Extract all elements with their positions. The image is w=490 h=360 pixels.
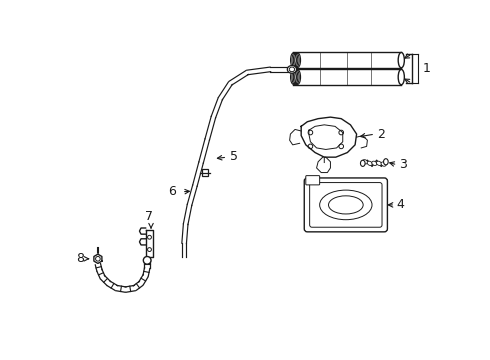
Text: 3: 3: [399, 158, 407, 171]
Ellipse shape: [384, 159, 388, 165]
Text: 2: 2: [377, 127, 385, 140]
Circle shape: [143, 256, 151, 264]
Text: 8: 8: [76, 252, 84, 265]
Ellipse shape: [361, 160, 365, 166]
Ellipse shape: [367, 161, 372, 166]
Ellipse shape: [398, 69, 404, 85]
Text: 5: 5: [229, 150, 238, 163]
FancyBboxPatch shape: [306, 176, 319, 185]
Polygon shape: [94, 254, 102, 264]
Ellipse shape: [376, 161, 382, 166]
Ellipse shape: [372, 161, 377, 166]
Text: 1: 1: [423, 62, 431, 75]
Text: 7: 7: [145, 210, 153, 223]
Ellipse shape: [381, 162, 386, 166]
FancyBboxPatch shape: [304, 178, 388, 232]
Ellipse shape: [287, 66, 296, 73]
Ellipse shape: [363, 159, 368, 164]
Text: 6: 6: [169, 185, 176, 198]
Ellipse shape: [398, 53, 404, 68]
Text: 4: 4: [397, 198, 405, 211]
Bar: [202, 169, 208, 176]
